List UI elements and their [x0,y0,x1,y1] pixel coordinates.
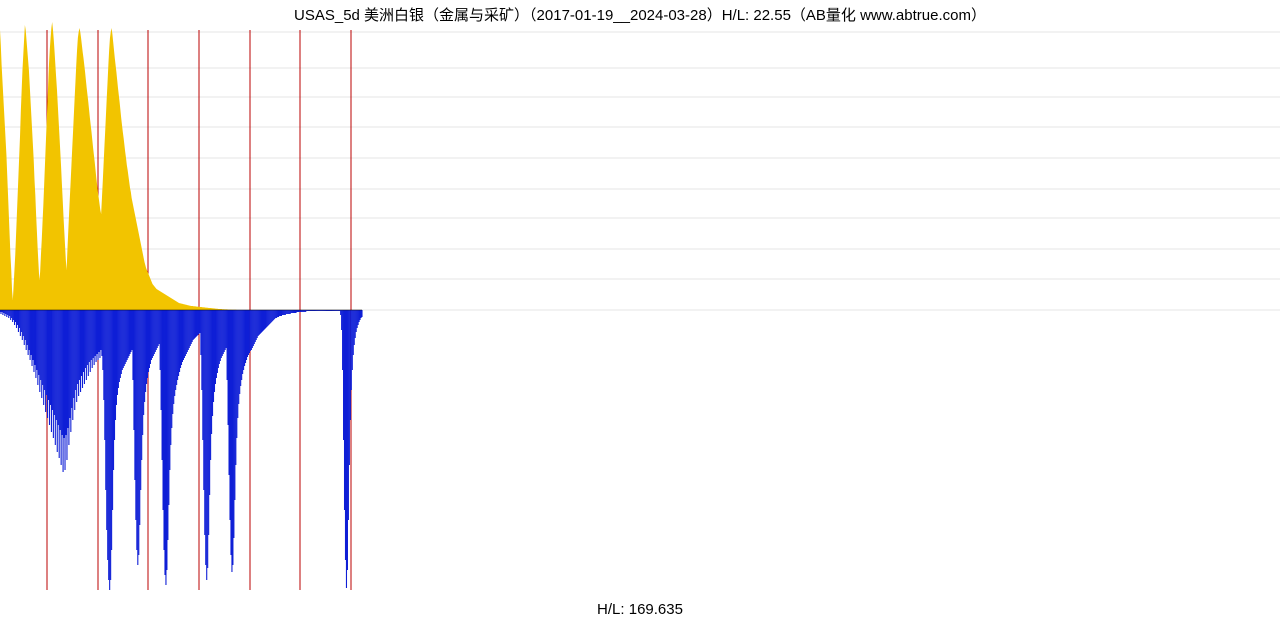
chart-title: USAS_5d 美洲白银（金属与采矿）（2017-01-19__2024-03-… [0,4,1280,25]
chart-footer: H/L: 169.635 [0,601,1280,618]
stock-chart [0,0,1280,620]
